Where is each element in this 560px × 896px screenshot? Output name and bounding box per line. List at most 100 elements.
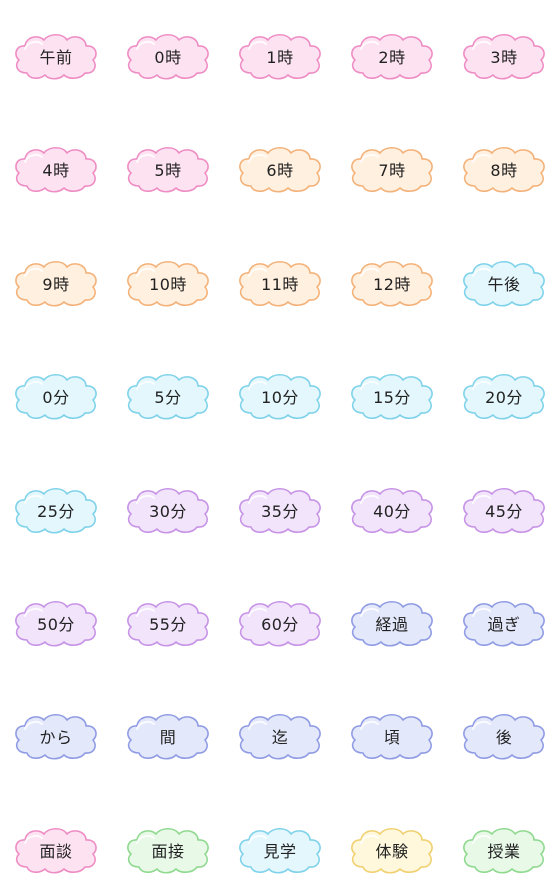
cloud-shape: [463, 714, 545, 760]
cloud-highlight: [248, 834, 267, 844]
cloud-shape: [15, 487, 97, 534]
cloud-shape: [15, 374, 97, 420]
sticker-label: 0分: [42, 388, 70, 408]
sticker[interactable]: 12時: [347, 256, 437, 310]
cloud-highlight: [360, 494, 379, 504]
sticker[interactable]: 授業: [459, 823, 549, 877]
sticker[interactable]: 6時: [235, 142, 325, 196]
sticker[interactable]: 見学: [235, 823, 325, 877]
cloud-bubble-icon: [127, 33, 209, 80]
cloud-bubble-icon: [463, 33, 545, 80]
cloud-shape: [127, 147, 209, 193]
cloud-shape: [351, 714, 433, 760]
sticker-label: 過ぎ: [487, 615, 521, 634]
cloud-shape: [127, 600, 209, 647]
cloud-bubble-icon: [351, 147, 433, 193]
sticker[interactable]: 過ぎ: [459, 596, 549, 650]
sticker[interactable]: 体験: [347, 823, 437, 877]
cloud-bubble-icon: [463, 487, 545, 534]
cloud-highlight: [24, 607, 43, 617]
sticker[interactable]: 60分: [235, 596, 325, 650]
cloud-bubble-icon: [15, 827, 97, 874]
sticker[interactable]: 11時: [235, 256, 325, 310]
sticker[interactable]: 迄: [235, 709, 325, 763]
cloud-shape: [351, 33, 433, 80]
sticker-label: 3時: [490, 48, 518, 67]
sticker[interactable]: 頃: [347, 709, 437, 763]
sticker-label: 経過: [375, 615, 409, 634]
cloud-highlight: [360, 267, 379, 277]
sticker[interactable]: 面談: [11, 823, 101, 877]
cloud-highlight: [472, 607, 491, 617]
sticker-label: 20分: [485, 388, 523, 408]
sticker[interactable]: 10時: [123, 256, 213, 310]
cloud-shape: [15, 147, 97, 193]
cloud-highlight: [472, 154, 491, 164]
cloud-highlight: [136, 381, 155, 391]
sticker[interactable]: 間: [123, 709, 213, 763]
sticker[interactable]: 午前: [11, 29, 101, 83]
cloud-highlight: [136, 607, 155, 617]
sticker[interactable]: から: [11, 709, 101, 763]
sticker[interactable]: 9時: [11, 256, 101, 310]
cloud-highlight: [360, 721, 379, 731]
cloud-highlight: [472, 494, 491, 504]
sticker-label: 8時: [490, 161, 518, 181]
sticker[interactable]: 面接: [123, 823, 213, 877]
cloud-highlight: [136, 154, 155, 164]
cloud-bubble-icon: [463, 827, 545, 874]
sticker[interactable]: 10分: [235, 369, 325, 423]
cloud-highlight: [360, 154, 379, 164]
cloud-shape: [239, 714, 321, 760]
cloud-shape: [239, 260, 321, 307]
sticker[interactable]: 15分: [347, 369, 437, 423]
sticker-label: 頃: [383, 728, 401, 748]
sticker[interactable]: 35分: [235, 483, 325, 537]
sticker[interactable]: 後: [459, 709, 549, 763]
cloud-shape: [127, 827, 209, 874]
sticker[interactable]: 5分: [123, 369, 213, 423]
cloud-shape: [463, 487, 545, 534]
sticker[interactable]: 2時: [347, 29, 437, 83]
cloud-shape: [463, 260, 545, 307]
cloud-bubble-icon: [239, 714, 321, 760]
cloud-shape: [15, 827, 97, 874]
sticker[interactable]: 午後: [459, 256, 549, 310]
sticker[interactable]: 50分: [11, 596, 101, 650]
sticker-label: 25分: [37, 501, 75, 521]
sticker[interactable]: 20分: [459, 369, 549, 423]
cloud-shape: [351, 374, 433, 420]
cloud-bubble-icon: [463, 260, 545, 307]
sticker-label: 35分: [261, 501, 299, 521]
cloud-bubble-icon: [351, 714, 433, 760]
cloud-highlight: [472, 40, 491, 50]
sticker[interactable]: 4時: [11, 142, 101, 196]
sticker[interactable]: 30分: [123, 483, 213, 537]
sticker-label: 9時: [42, 274, 70, 294]
sticker[interactable]: 55分: [123, 596, 213, 650]
sticker[interactable]: 5時: [123, 142, 213, 196]
cloud-highlight: [248, 607, 267, 617]
sticker[interactable]: 8時: [459, 142, 549, 196]
cloud-highlight: [24, 494, 43, 504]
sticker[interactable]: 45分: [459, 483, 549, 537]
sticker[interactable]: 7時: [347, 142, 437, 196]
sticker[interactable]: 0時: [123, 29, 213, 83]
sticker-label: 40分: [373, 501, 411, 521]
sticker[interactable]: 0分: [11, 369, 101, 423]
cloud-bubble-icon: [239, 147, 321, 193]
cloud-shape: [239, 487, 321, 534]
cloud-shape: [15, 600, 97, 647]
sticker[interactable]: 経過: [347, 596, 437, 650]
cloud-bubble-icon: [15, 147, 97, 193]
cloud-shape: [351, 600, 433, 647]
cloud-bubble-icon: [351, 827, 433, 874]
sticker[interactable]: 1時: [235, 29, 325, 83]
sticker-label: 30分: [149, 501, 187, 521]
sticker[interactable]: 40分: [347, 483, 437, 537]
sticker-label: 後: [495, 728, 513, 748]
sticker[interactable]: 25分: [11, 483, 101, 537]
sticker-label: 午前: [39, 48, 73, 67]
sticker[interactable]: 3時: [459, 29, 549, 83]
cloud-shape: [239, 147, 321, 193]
